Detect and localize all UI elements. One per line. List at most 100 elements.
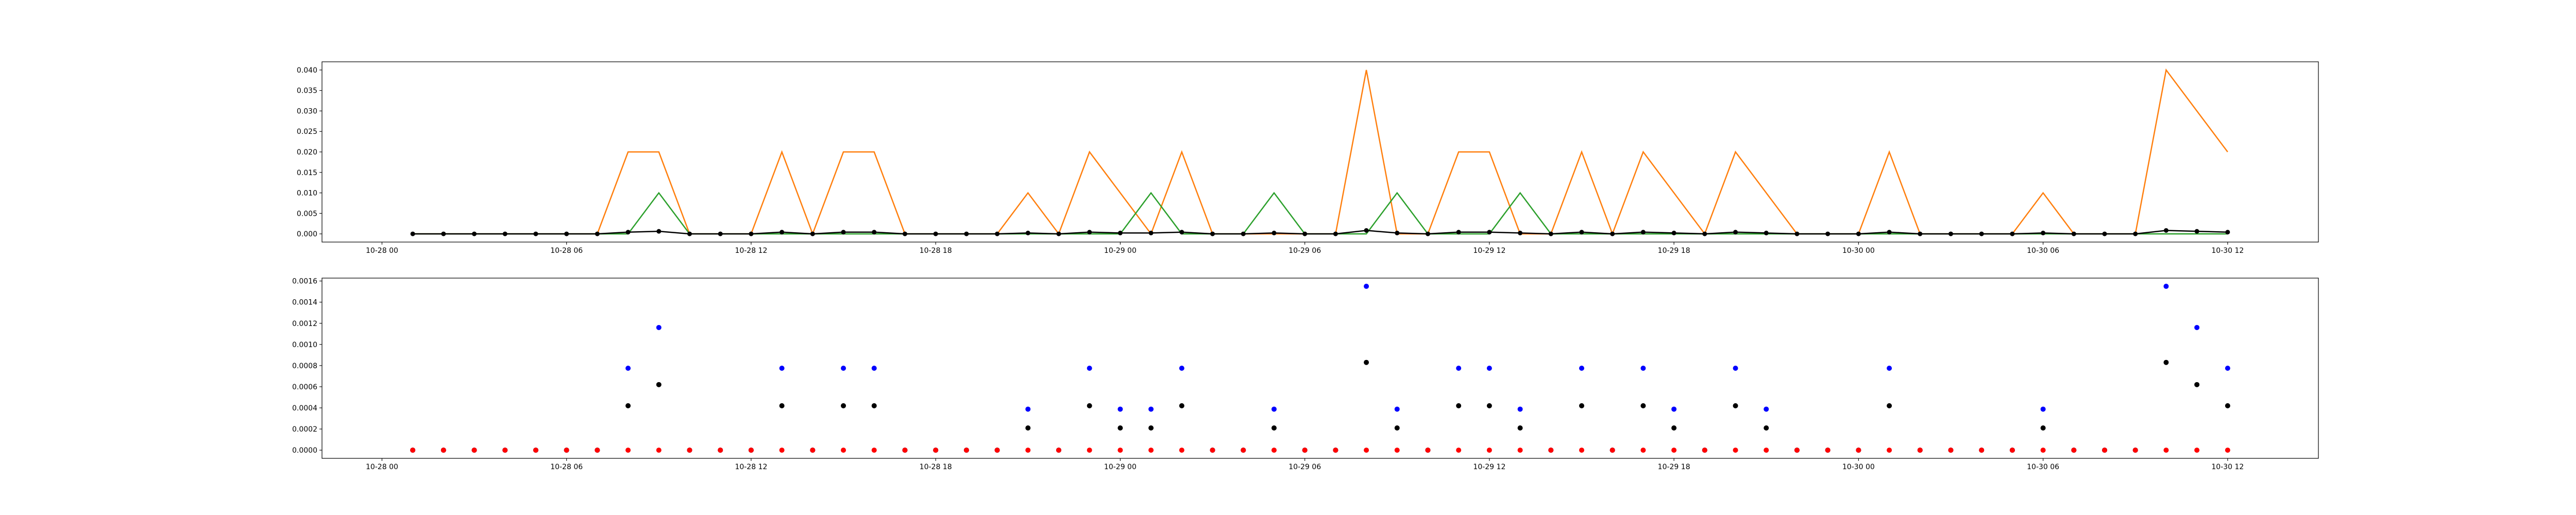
- point: [779, 230, 785, 235]
- point: [1394, 425, 1400, 431]
- point: [1486, 403, 1492, 408]
- point: [1733, 230, 1738, 235]
- y-tick-label: 0.0012: [292, 320, 317, 328]
- point: [1579, 448, 1585, 453]
- point: [2225, 448, 2230, 453]
- point: [1087, 366, 1092, 371]
- point: [748, 448, 754, 453]
- point: [872, 230, 877, 235]
- y-tick-label: 0.030: [297, 107, 317, 115]
- point: [625, 366, 631, 371]
- point: [1364, 283, 1369, 289]
- point: [1179, 366, 1184, 371]
- point: [1640, 230, 1646, 235]
- point: [656, 448, 662, 453]
- point: [2132, 448, 2138, 453]
- point: [1609, 448, 1615, 453]
- x-tick-label: 10-29 12: [1473, 247, 1505, 255]
- y-tick-label: 0.035: [297, 87, 317, 95]
- point: [1640, 403, 1646, 408]
- point: [1117, 448, 1123, 453]
- point: [810, 448, 816, 453]
- point: [1579, 230, 1584, 235]
- y-tick-label: 0.0004: [292, 404, 317, 413]
- point: [779, 448, 785, 453]
- point: [2163, 359, 2169, 365]
- point: [1733, 448, 1738, 453]
- point: [779, 403, 785, 408]
- line: [413, 230, 2228, 235]
- point: [871, 403, 877, 408]
- point: [656, 382, 662, 387]
- point: [2194, 229, 2199, 234]
- point: [1025, 425, 1031, 431]
- point: [1640, 366, 1646, 371]
- point: [871, 366, 877, 371]
- point: [1825, 231, 1831, 236]
- point: [1179, 448, 1184, 453]
- point: [2163, 448, 2169, 453]
- point: [564, 231, 569, 236]
- point: [2040, 406, 2046, 412]
- x-tick-label: 10-29 18: [1658, 247, 1690, 255]
- y-tick-label: 0.025: [297, 128, 317, 136]
- point: [1364, 359, 1369, 365]
- point: [1764, 448, 1769, 453]
- point: [1087, 448, 1092, 453]
- point: [1179, 230, 1184, 235]
- point: [1364, 448, 1369, 453]
- point: [1517, 406, 1523, 412]
- point: [1671, 425, 1677, 431]
- point: [687, 231, 692, 236]
- point: [749, 231, 754, 236]
- x-tick-label: 10-29 00: [1104, 463, 1137, 471]
- point: [841, 230, 846, 235]
- point: [1517, 448, 1523, 453]
- point: [994, 448, 1000, 453]
- point: [1456, 403, 1462, 408]
- point: [1087, 230, 1092, 235]
- point: [2194, 448, 2200, 453]
- x-tick-label: 10-30 12: [2211, 247, 2244, 255]
- x-tick-label: 10-28 12: [735, 463, 767, 471]
- point: [2071, 231, 2076, 236]
- point: [595, 448, 600, 453]
- point: [1394, 406, 1400, 412]
- point: [1887, 230, 1892, 235]
- point: [1025, 230, 1030, 235]
- point: [1025, 406, 1031, 412]
- point: [1702, 231, 1707, 236]
- y-tick-label: 0.010: [297, 190, 317, 198]
- point: [1487, 230, 1492, 235]
- point: [502, 448, 508, 453]
- point: [995, 231, 1000, 236]
- x-tick-label: 10-30 06: [2027, 463, 2059, 471]
- point: [1302, 448, 1308, 453]
- point: [1918, 231, 1923, 236]
- point: [1548, 448, 1554, 453]
- y-tick-label: 0.000: [297, 230, 317, 238]
- point: [2194, 324, 2200, 330]
- point: [1948, 448, 1954, 453]
- point: [1271, 448, 1277, 453]
- point: [1087, 403, 1092, 408]
- point: [625, 448, 631, 453]
- point: [441, 231, 446, 236]
- x-tick-label: 10-28 06: [550, 247, 583, 255]
- y-tick-label: 0.0000: [292, 447, 317, 455]
- subplot: 0.000 0.005 0.010 0.015 0.020 0.025 0.030 0.035…: [297, 61, 2319, 255]
- y-tick-label: 0.0016: [292, 278, 317, 286]
- point: [1671, 230, 1676, 235]
- point: [2010, 231, 2015, 236]
- point: [1610, 231, 1615, 236]
- y-tick-label: 0.0006: [292, 383, 317, 391]
- line: [413, 68, 2228, 236]
- point: [1764, 406, 1769, 412]
- point: [1856, 231, 1861, 236]
- x-tick-label: 10-28 18: [920, 247, 952, 255]
- point: [779, 366, 785, 371]
- y-tick-label: 0.040: [297, 66, 317, 75]
- point: [625, 403, 631, 408]
- point: [2225, 366, 2230, 371]
- point: [1486, 366, 1492, 371]
